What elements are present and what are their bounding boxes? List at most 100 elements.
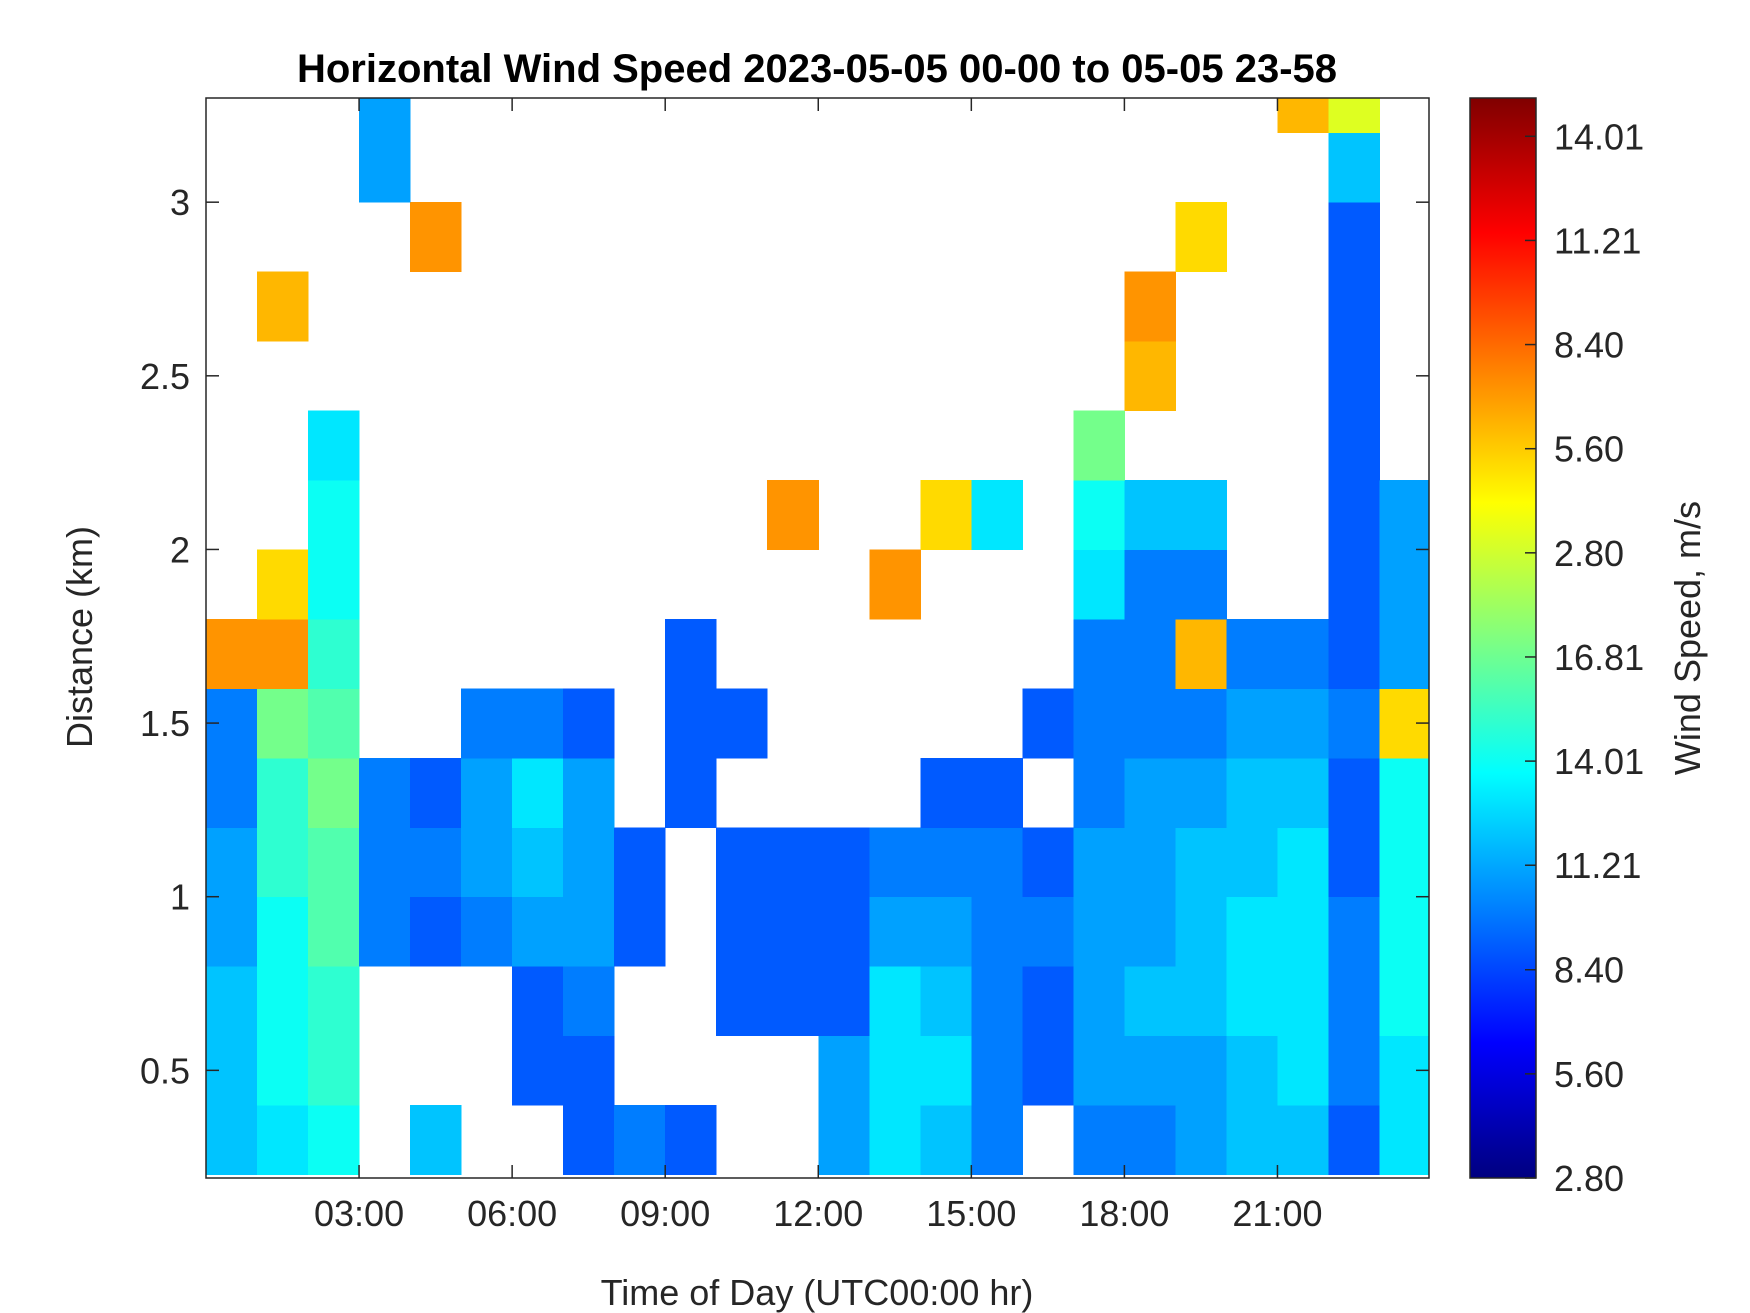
heat-cell bbox=[818, 966, 870, 1037]
heat-cell bbox=[410, 827, 462, 898]
heat-cell bbox=[1175, 688, 1227, 759]
heat-cell bbox=[818, 1035, 870, 1106]
heat-cell bbox=[818, 896, 870, 967]
plot-frame bbox=[205, 97, 1430, 1179]
heat-cell bbox=[1073, 896, 1125, 967]
heat-cell bbox=[1124, 271, 1176, 342]
heat-cell bbox=[563, 966, 615, 1037]
heat-cell bbox=[257, 271, 309, 342]
heat-cell bbox=[206, 896, 258, 967]
heat-cell bbox=[1073, 827, 1125, 898]
heat-cell bbox=[257, 549, 309, 620]
heat-cell bbox=[308, 1105, 360, 1176]
heat-cell bbox=[1226, 966, 1278, 1037]
heat-cell bbox=[818, 827, 870, 898]
heat-cell bbox=[308, 966, 360, 1037]
heat-cell bbox=[1022, 688, 1074, 759]
heat-cell bbox=[512, 1035, 564, 1106]
heat-cell bbox=[1328, 618, 1381, 689]
heat-cell bbox=[767, 479, 819, 550]
heat-cell bbox=[767, 966, 819, 1037]
heat-cell bbox=[461, 757, 513, 828]
heat-cell bbox=[1328, 688, 1381, 759]
heat-cell bbox=[359, 132, 411, 203]
heat-cell bbox=[971, 1105, 1023, 1176]
heat-cell bbox=[1277, 827, 1329, 898]
heat-cell bbox=[359, 98, 411, 134]
heat-cell bbox=[410, 202, 462, 273]
heat-cell bbox=[206, 618, 258, 689]
heat-cell bbox=[818, 1105, 870, 1176]
heat-cell bbox=[1328, 549, 1381, 620]
heat-cell bbox=[461, 896, 513, 967]
heat-cell bbox=[920, 966, 972, 1037]
colorbar-tick-label: 2.80 bbox=[1554, 533, 1624, 574]
heat-cell bbox=[206, 1105, 258, 1176]
heat-cell bbox=[308, 410, 360, 481]
heat-cell bbox=[359, 827, 411, 898]
x-tick-label: 06:00 bbox=[467, 1193, 557, 1234]
heat-cell bbox=[206, 757, 258, 828]
heat-cell bbox=[206, 827, 258, 898]
heat-cell bbox=[1124, 827, 1176, 898]
heat-cell bbox=[308, 549, 360, 620]
heat-cell bbox=[512, 757, 564, 828]
heat-cell bbox=[512, 896, 564, 967]
heat-cell bbox=[1328, 1035, 1381, 1106]
heat-cell bbox=[308, 896, 360, 967]
heat-cell bbox=[1328, 1105, 1381, 1176]
heat-cell bbox=[767, 827, 819, 898]
heat-cell bbox=[1379, 896, 1429, 967]
heat-cell bbox=[1022, 827, 1074, 898]
heat-cell bbox=[1379, 827, 1429, 898]
heat-cell bbox=[614, 827, 666, 898]
heat-cell bbox=[920, 1105, 972, 1176]
heat-cell bbox=[1073, 549, 1125, 620]
heat-cell bbox=[563, 1035, 615, 1106]
heat-cell bbox=[1022, 966, 1074, 1037]
heat-cell bbox=[1226, 757, 1278, 828]
heat-cell bbox=[1328, 132, 1381, 203]
heat-cell bbox=[563, 896, 615, 967]
colorbar-tick-label: 14.01 bbox=[1554, 741, 1644, 782]
heat-cell bbox=[410, 757, 462, 828]
heat-cell bbox=[1175, 1035, 1227, 1106]
colorbar bbox=[1469, 97, 1537, 1179]
heat-cell bbox=[1175, 896, 1227, 967]
y-axis-label: Distance (km) bbox=[59, 526, 100, 748]
y-tick-label: 1 bbox=[170, 877, 190, 918]
heat-cell bbox=[971, 966, 1023, 1037]
x-tick-label: 09:00 bbox=[620, 1193, 710, 1234]
heat-cell bbox=[461, 827, 513, 898]
x-tick-label: 21:00 bbox=[1232, 1193, 1322, 1234]
heat-cell bbox=[1379, 757, 1429, 828]
heat-cell bbox=[1277, 688, 1329, 759]
heat-cell bbox=[1277, 1105, 1329, 1176]
heat-cell bbox=[1124, 1035, 1176, 1106]
heat-cell bbox=[1328, 271, 1381, 342]
x-tick-label: 18:00 bbox=[1079, 1193, 1169, 1234]
heat-cell bbox=[1124, 966, 1176, 1037]
heat-cell bbox=[1124, 688, 1176, 759]
heat-cell bbox=[1379, 479, 1429, 550]
heat-cell bbox=[410, 1105, 462, 1176]
heat-cell bbox=[257, 1105, 309, 1176]
heat-cell bbox=[716, 966, 768, 1037]
heat-cell bbox=[971, 479, 1023, 550]
heat-cell bbox=[257, 1035, 309, 1106]
heat-cell bbox=[308, 827, 360, 898]
heat-cell bbox=[1124, 1105, 1176, 1176]
heat-cell bbox=[665, 688, 717, 759]
colorbar-tick-label: 11.21 bbox=[1554, 845, 1641, 886]
heat-cell bbox=[257, 966, 309, 1037]
heat-cell bbox=[563, 757, 615, 828]
y-tick-label: 2.5 bbox=[140, 356, 190, 397]
heat-cell bbox=[1175, 827, 1227, 898]
heat-cell bbox=[971, 1035, 1023, 1106]
colorbar-tick-label: 14.01 bbox=[1554, 116, 1644, 157]
heat-cell bbox=[1073, 1035, 1125, 1106]
heat-cell bbox=[1022, 1035, 1074, 1106]
heat-cell bbox=[1124, 757, 1176, 828]
colorbar-tick-label: 8.40 bbox=[1554, 325, 1624, 366]
heat-cell bbox=[257, 827, 309, 898]
